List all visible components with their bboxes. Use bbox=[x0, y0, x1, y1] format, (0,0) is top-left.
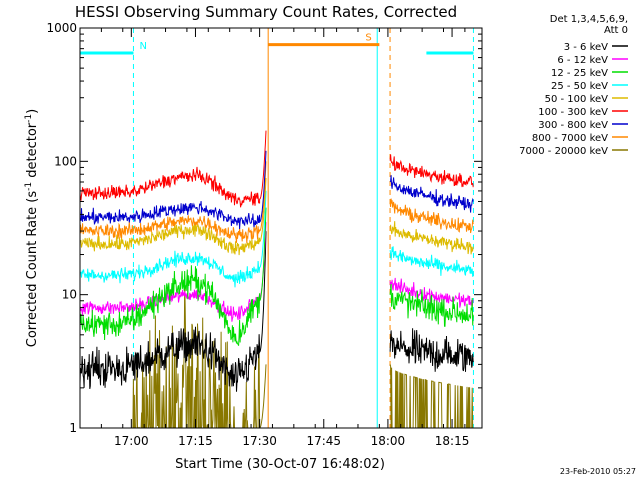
legend-header: Att 0 bbox=[604, 25, 628, 36]
series-line-pre bbox=[80, 130, 267, 208]
series-line-pre bbox=[80, 177, 267, 256]
legend-label: 300 - 800 keV bbox=[538, 120, 608, 131]
x-tick-label: 18:00 bbox=[371, 434, 406, 448]
y-axis-label-part: -1 bbox=[24, 114, 34, 123]
series-line-post bbox=[389, 364, 474, 428]
series-line-pre bbox=[80, 161, 267, 244]
y-tick-label: 1000 bbox=[46, 21, 77, 35]
y-axis: 1 10 100 1000 bbox=[46, 21, 482, 435]
chart-title: HESSI Observing Summary Count Rates, Cor… bbox=[75, 3, 457, 21]
x-tick-label: 17:15 bbox=[178, 434, 213, 448]
series-line-post bbox=[389, 328, 474, 372]
series-line-post bbox=[389, 283, 474, 327]
x-tick-label: 17:30 bbox=[242, 434, 277, 448]
series-line-post bbox=[389, 175, 474, 213]
series-line-pre bbox=[80, 190, 267, 288]
x-tick-label: 17:00 bbox=[114, 434, 149, 448]
legend-label: 12 - 25 keV bbox=[551, 68, 608, 79]
x-tick-label: 17:45 bbox=[306, 434, 341, 448]
series-line-post bbox=[389, 198, 474, 234]
series-line-pre bbox=[80, 150, 267, 230]
x-tick-label: 18:15 bbox=[435, 434, 470, 448]
legend-label: 7000 - 20000 keV bbox=[519, 146, 608, 157]
y-tick-label: 1 bbox=[69, 421, 77, 435]
series-line-post bbox=[390, 221, 474, 255]
legend-label: 50 - 100 keV bbox=[545, 94, 609, 105]
legend-label: 100 - 300 keV bbox=[538, 107, 608, 118]
annotation-label: S bbox=[365, 33, 371, 44]
footer-date: 23-Feb-2010 05:27 bbox=[560, 467, 636, 476]
series-line-post bbox=[389, 246, 474, 277]
legend-label: 25 - 50 keV bbox=[551, 81, 608, 92]
y-tick-label: 100 bbox=[54, 154, 77, 168]
x-axis-label: Start Time (30-Oct-07 16:48:02) bbox=[175, 457, 385, 472]
y-axis-label-part: Corrected Count Rate (s bbox=[25, 191, 40, 348]
series-group: NS bbox=[80, 28, 474, 428]
series-line-post bbox=[389, 154, 474, 188]
legend: Det 1,3,4,5,6,9,Att 0 3 - 6 keV 6 - 12 keV… bbox=[519, 14, 628, 157]
series-line-pre bbox=[80, 207, 267, 346]
series-line-pre bbox=[80, 278, 267, 428]
plot-area: NS bbox=[80, 28, 474, 428]
legend-header: Det 1,3,4,5,6,9, bbox=[550, 14, 628, 25]
y-axis-label: Corrected Count Rate (s-1 detector-1) bbox=[24, 109, 40, 347]
y-axis-label-part: detector bbox=[25, 122, 40, 182]
plot-frame bbox=[79, 27, 483, 429]
x-axis: 17:00 17:15 17:30 17:45 18:00 18:15 bbox=[79, 28, 470, 448]
legend-label: 3 - 6 keV bbox=[564, 42, 608, 53]
legend-label: 6 - 12 keV bbox=[557, 55, 608, 66]
y-axis-label-part: ) bbox=[25, 109, 40, 114]
annotation-label: N bbox=[139, 41, 146, 52]
legend-label: 800 - 7000 keV bbox=[532, 133, 608, 144]
series-line-pre bbox=[80, 222, 267, 322]
y-axis-label-part: -1 bbox=[24, 182, 34, 191]
y-tick-label: 10 bbox=[62, 288, 77, 302]
series-line-pre bbox=[80, 231, 267, 392]
series-line-post bbox=[389, 277, 474, 308]
